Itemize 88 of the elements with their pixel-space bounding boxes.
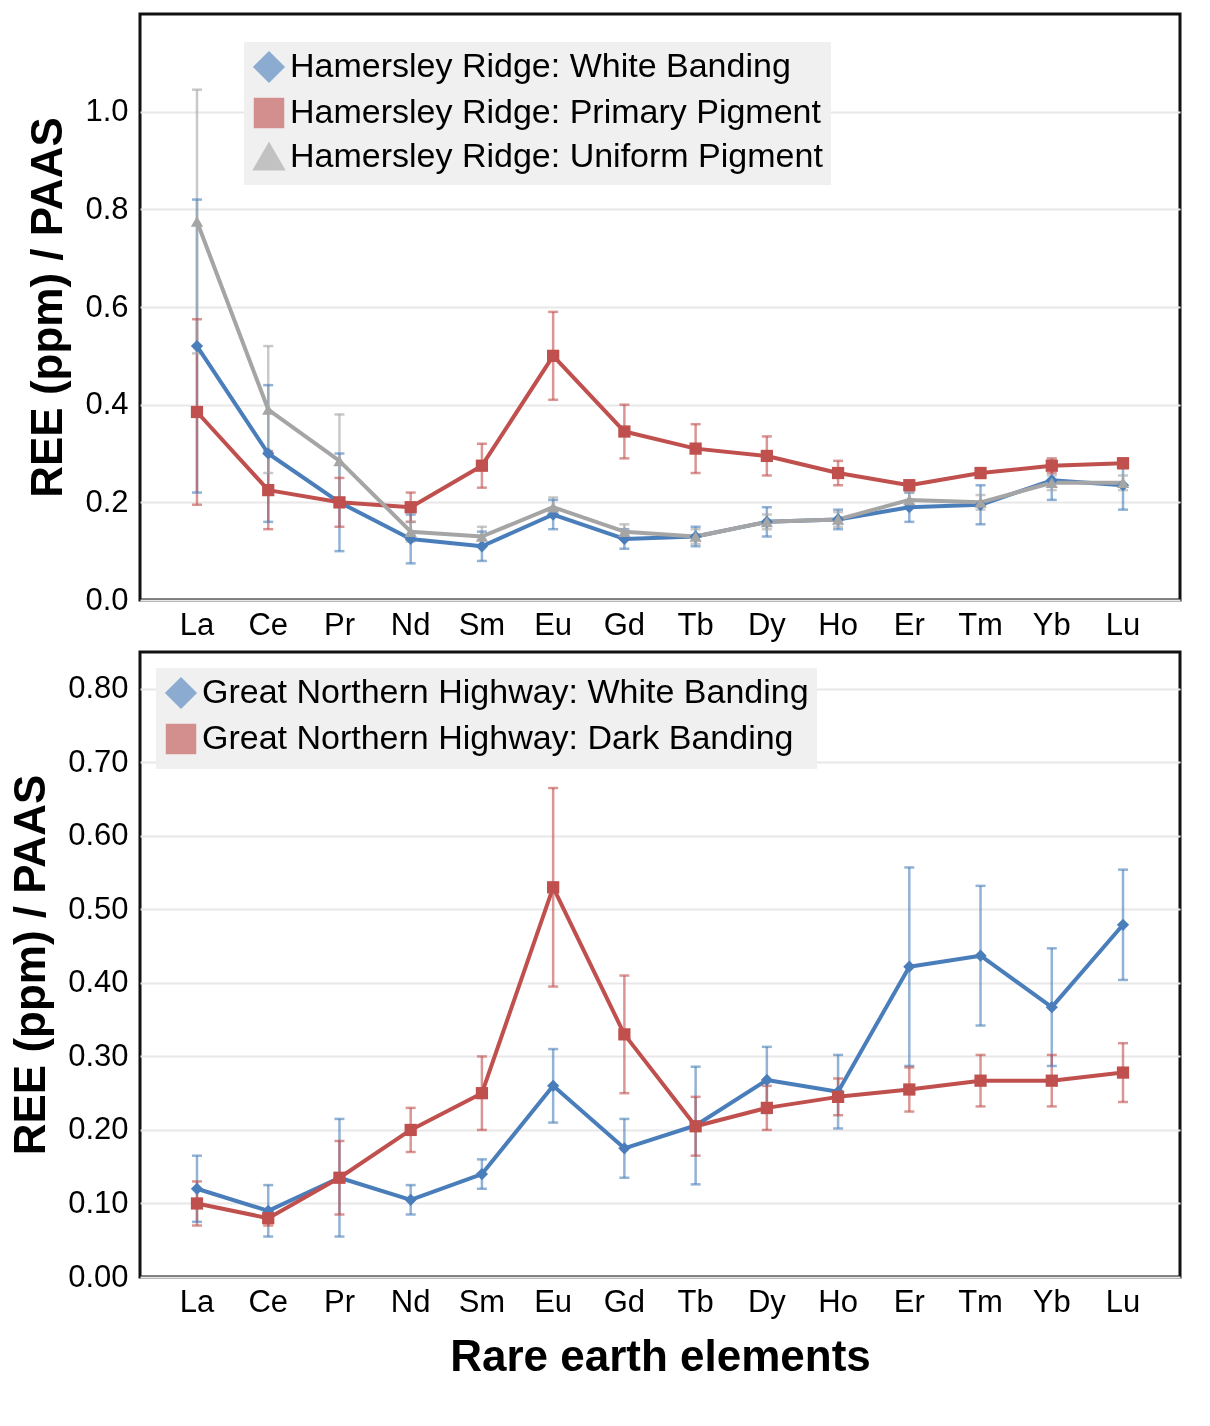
point [618,1142,631,1155]
x-tick-label: Er [893,606,925,642]
point [547,881,560,894]
legend-label: Hamersley Ridge: Primary Pigment [290,92,822,130]
point [974,1074,987,1087]
x-axis-title: Rare earth elements [450,1330,871,1380]
point [404,1193,417,1206]
x-tick-label: Tb [677,1283,714,1319]
y-tick-label: 0.30 [68,1037,129,1073]
y-tick-label: 0.0 [85,581,129,617]
point [475,531,489,542]
point [618,425,631,438]
x-tick-label: Gd [603,606,646,642]
x-tick-label: Lu [1105,1283,1141,1319]
point [475,540,489,553]
y-tick-label: 0.70 [68,743,129,779]
point [547,1079,560,1092]
y-tick-label: 1.0 [85,93,129,129]
y-tick-label: 0.6 [85,288,129,324]
x-tick-label: La [179,606,215,642]
x-tick-label: Tm [958,606,1003,642]
x-tick-label: Er [893,1283,925,1319]
x-tick-label: Sm [458,606,506,642]
point [831,466,845,480]
y-tick-label: 0.4 [85,386,129,422]
x-tick-label: Ce [248,1283,289,1319]
point [1045,1074,1058,1087]
legend-label: Great Northern Highway: Dark Banding [202,718,794,756]
x-tick-label: Lu [1105,606,1141,642]
y-tick-label: 0.2 [85,483,129,519]
point [1116,1066,1130,1079]
point [404,526,417,537]
y-axis-title: REE (ppm) / PAAS [5,774,55,1156]
point [760,1073,773,1087]
x-tick-label: Tb [677,606,714,642]
point [903,1083,916,1096]
y-tick-label: 0.00 [68,1258,129,1294]
x-tick-label: La [179,1283,215,1319]
x-tick-label: Pr [323,1283,355,1319]
x-tick-label: Dy [747,606,787,642]
point [618,526,631,537]
y-tick-label: 0.8 [85,190,129,226]
x-tick-label: Tm [958,1283,1003,1319]
point [475,1167,489,1181]
x-tick-label: Nd [390,606,431,642]
point [190,216,204,227]
point [190,1197,204,1210]
y-axis-title: REE (ppm) / PAAS [22,117,72,498]
legend-label: Great Northern Highway: White Banding [202,672,809,710]
point [689,442,702,455]
point [190,405,204,419]
point [190,339,204,353]
x-tick-label: Pr [323,606,355,642]
point [475,459,489,472]
point [547,349,560,362]
point [760,449,773,463]
point [831,1090,845,1103]
legend-label: Hamersley Ridge: White Banding [290,46,791,84]
y-tick-label: 0.80 [68,670,129,706]
point [618,1028,631,1041]
x-tick-label: Ho [818,606,858,642]
point [262,484,275,497]
point [974,949,987,962]
x-tick-label: Yb [1032,606,1071,642]
x-tick-label: Eu [534,1283,573,1319]
point [190,1182,204,1195]
y-tick-label: 0.40 [68,964,129,1000]
point [547,501,560,513]
point [404,1123,417,1137]
legend-label: Hamersley Ridge: Uniform Pigment [290,136,824,174]
x-tick-label: Ce [248,606,289,642]
x-tick-label: Nd [390,1283,431,1319]
x-tick-label: Eu [534,606,573,642]
x-tick-label: Yb [1032,1283,1071,1319]
point [262,447,275,460]
point [760,1101,773,1115]
point [475,1087,489,1100]
x-tick-label: Ho [818,1283,858,1319]
x-tick-label: Dy [747,1283,787,1319]
y-tick-label: 0.20 [68,1111,129,1147]
point [1045,1001,1058,1014]
y-tick-label: 0.60 [68,817,129,853]
point [404,501,417,514]
y-tick-label: 0.50 [68,890,129,926]
x-tick-label: Gd [603,1283,646,1319]
point [1116,918,1130,931]
y-tick-label: 0.10 [68,1184,129,1220]
x-tick-label: Sm [458,1283,506,1319]
